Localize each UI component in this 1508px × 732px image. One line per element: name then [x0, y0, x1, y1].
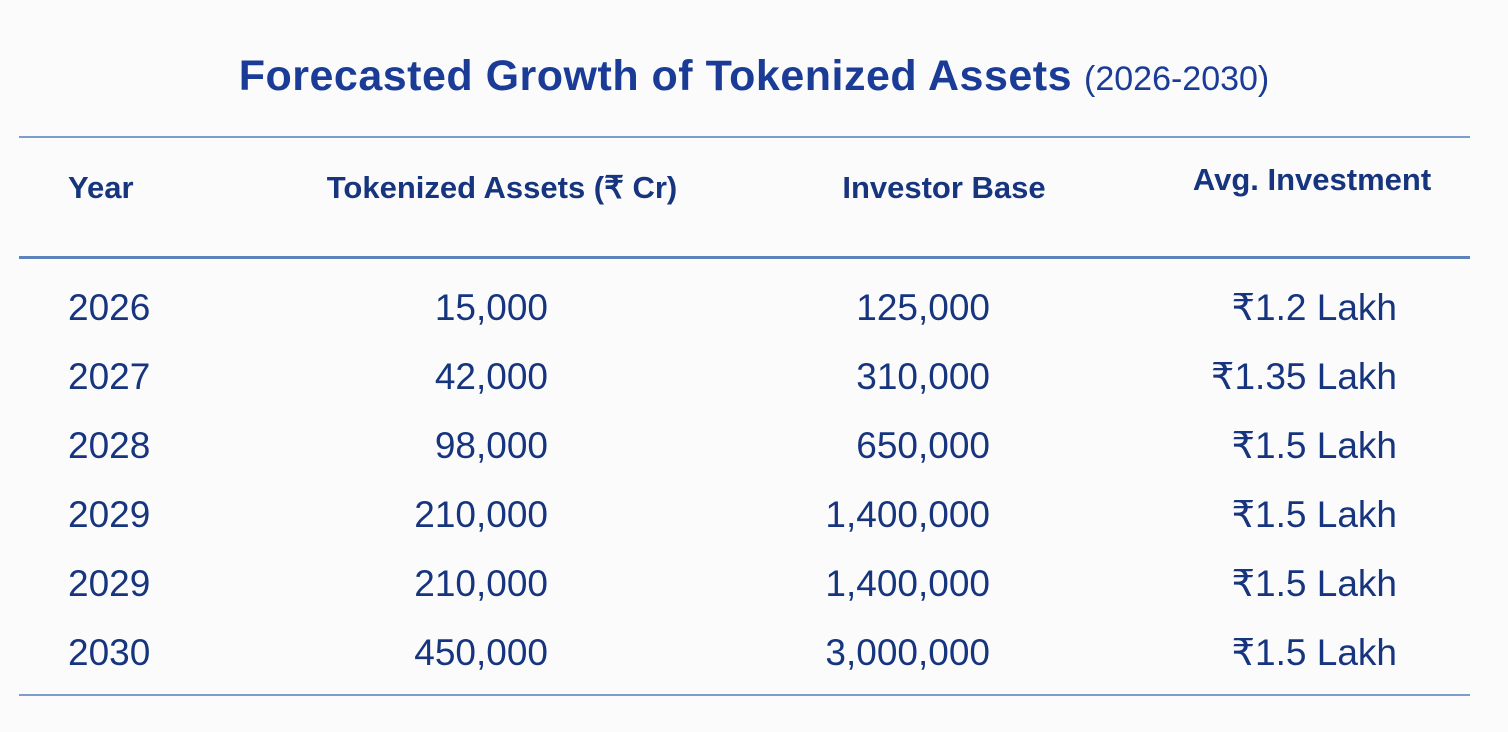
avg-investment-cell: ₹1.2 Lakh	[1231, 287, 1398, 328]
avg-investment-cell: ₹1.5 Lakh	[1231, 425, 1398, 466]
avg-investment-cell: ₹1.5 Lakh	[1231, 563, 1398, 604]
table-row: 2026 15,000 125,000 ₹1.2 Lakh	[0, 273, 1508, 342]
tokenized-assets-cell: 98,000	[434, 425, 548, 466]
tokenized-assets-cell: 210,000	[414, 563, 548, 604]
divider-under-header	[19, 256, 1470, 259]
divider-under-title	[19, 136, 1470, 138]
year-cell: 2029	[68, 494, 151, 535]
investor-base-cell: 125,000	[856, 287, 990, 328]
tokenized-assets-cell: 450,000	[414, 632, 548, 673]
investor-base-cell: 1,400,000	[825, 563, 990, 604]
investor-base-cell: 3,000,000	[825, 632, 990, 673]
table-row: 2028 98,000 650,000 ₹1.5 Lakh	[0, 411, 1508, 480]
tokenized-assets-cell: 15,000	[434, 287, 548, 328]
title-text: Forecasted Growth of Tokenized Assets	[238, 52, 1073, 100]
page-title: Forecasted Growth of Tokenized Assets (20…	[0, 52, 1508, 101]
title-year-range: (2026-2030)	[1084, 60, 1270, 98]
table-row: 2029 210,000 1,400,000 ₹1.5 Lakh	[0, 480, 1508, 549]
table-row: 2029 210,000 1,400,000 ₹1.5 Lakh	[0, 549, 1508, 618]
tokenized-assets-cell: 210,000	[414, 494, 548, 535]
tokenized-assets-cell: 42,000	[434, 356, 548, 397]
column-header-avg-investment: Avg. Investment	[1192, 162, 1432, 197]
table-body: 2026 15,000 125,000 ₹1.2 Lakh 2027 42,00…	[0, 273, 1508, 687]
avg-investment-cell: ₹1.35 Lakh	[1210, 356, 1397, 397]
year-cell: 2030	[68, 632, 151, 673]
year-cell: 2026	[68, 287, 151, 328]
table-row: 2030 450,000 3,000,000 ₹1.5 Lakh	[0, 618, 1508, 687]
year-cell: 2028	[68, 425, 151, 466]
table-row: 2027 42,000 310,000 ₹1.35 Lakh	[0, 342, 1508, 411]
investor-base-cell: 1,400,000	[825, 494, 990, 535]
year-cell: 2027	[68, 356, 151, 397]
investor-base-cell: 650,000	[856, 425, 990, 466]
divider-bottom	[19, 694, 1470, 696]
column-header-tokenized-assets: Tokenized Assets (₹ Cr)	[326, 170, 678, 205]
investor-base-cell: 310,000	[856, 356, 990, 397]
column-header-year: Year	[68, 170, 134, 205]
year-cell: 2029	[68, 563, 151, 604]
avg-investment-cell: ₹1.5 Lakh	[1231, 632, 1398, 673]
avg-investment-cell: ₹1.5 Lakh	[1231, 494, 1398, 535]
column-header-investor-base: Investor Base	[842, 170, 1046, 205]
